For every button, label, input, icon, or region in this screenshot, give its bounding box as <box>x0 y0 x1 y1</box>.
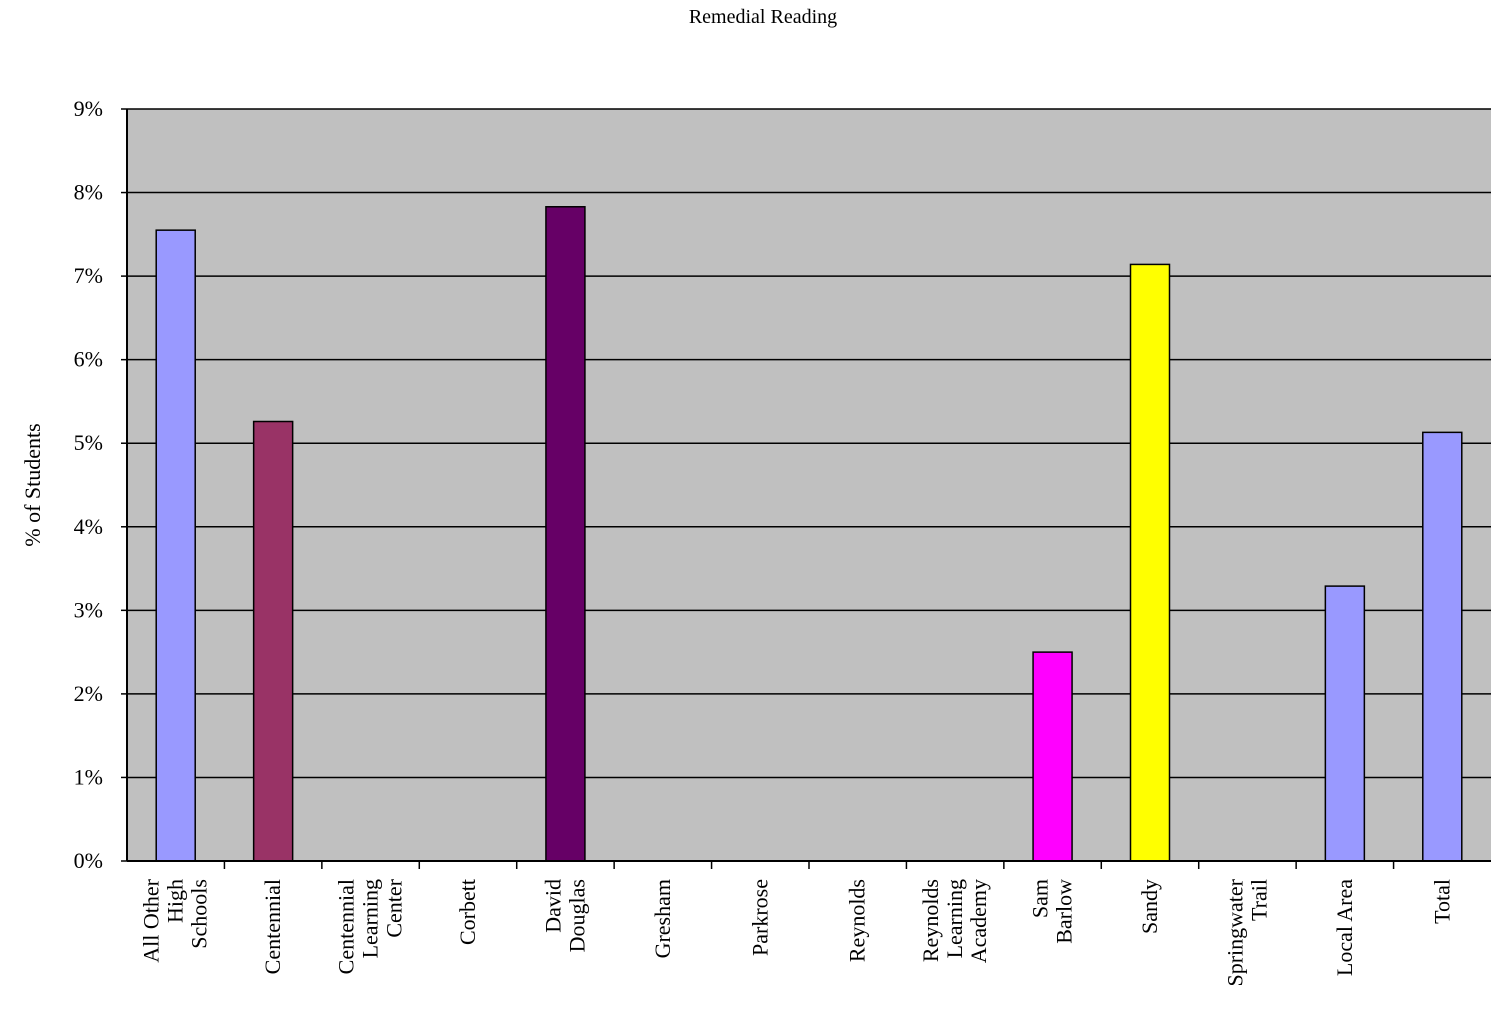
y-tick-label: 2% <box>74 681 103 706</box>
y-tick-label: 9% <box>74 96 103 121</box>
x-category-label: Sandy <box>1137 879 1162 934</box>
gridlines <box>127 108 1491 779</box>
x-category-label-line: Schools <box>187 879 212 949</box>
x-category-label-line: David <box>540 879 565 933</box>
plot-area <box>127 109 1491 861</box>
x-category-label-line: Total <box>1429 879 1454 924</box>
x-category-label: Centennial Learning Center <box>334 878 407 974</box>
y-tick-label: 0% <box>74 848 103 873</box>
x-category-label-line: High <box>163 879 188 923</box>
bar <box>545 206 586 862</box>
x-category-label-line: Academy <box>966 879 991 963</box>
x-category-label-line: Barlow <box>1052 879 1077 944</box>
x-category-label: Reynolds <box>845 879 870 962</box>
bar <box>155 229 196 862</box>
y-tick-label: 1% <box>74 764 103 789</box>
axes <box>121 108 1491 869</box>
bar <box>1129 263 1171 862</box>
x-category-label-line: Learning <box>358 879 383 958</box>
y-tick-label: 5% <box>74 430 103 455</box>
x-category-label-line: Douglas <box>564 879 589 952</box>
bar <box>1032 651 1073 862</box>
x-category-label-line: Local Area <box>1332 879 1357 976</box>
y-tick-label: 4% <box>74 514 103 539</box>
x-category-labels: All Other High Schools Centennial Centennial… <box>139 878 1455 986</box>
y-axis-title: % of Students <box>20 423 45 546</box>
x-category-label: Corbett <box>455 879 480 945</box>
x-category-label: Total <box>1429 879 1454 924</box>
x-category-label-line: Gresham <box>650 879 675 958</box>
x-category-label-line: Sam <box>1028 879 1053 918</box>
x-category-label: Local Area <box>1332 879 1357 976</box>
y-tick-labels: 0% 1% 2% 3% 4% 5% 6% 7% 8% 9% <box>74 96 103 873</box>
x-category-label: Parkrose <box>747 879 772 956</box>
chart-title: Remedial Reading <box>688 6 838 28</box>
x-category-label-line: All Other <box>139 878 164 962</box>
x-category-label-line: Corbett <box>455 879 480 945</box>
x-category-label-line: Sandy <box>1137 879 1162 934</box>
x-category-label-line: Parkrose <box>747 879 772 956</box>
x-category-label: All Other High Schools <box>139 878 212 962</box>
x-category-label-line: Learning <box>942 879 967 958</box>
y-tick-label: 8% <box>74 180 103 205</box>
x-category-label: Gresham <box>650 879 675 958</box>
x-category-label-line: Reynolds <box>845 879 870 962</box>
y-tick-label: 7% <box>74 263 103 288</box>
x-category-label: Centennial <box>260 879 285 974</box>
x-category-label-line: Centennial <box>334 879 359 974</box>
bar <box>252 420 294 862</box>
y-tick-label: 3% <box>74 597 103 622</box>
bar <box>1324 585 1366 862</box>
x-category-label: David Douglas <box>540 879 589 952</box>
x-category-label-line: Center <box>382 878 407 937</box>
x-category-label-line: Trail <box>1246 879 1271 921</box>
x-category-label-line: Reynolds <box>918 879 943 962</box>
x-category-label-line: Centennial <box>260 879 285 974</box>
bar <box>1422 431 1463 862</box>
y-tick-label: 6% <box>74 347 103 372</box>
x-category-label: Reynolds Learning Academy <box>918 879 991 963</box>
x-category-label: Springwater Trail <box>1222 878 1271 986</box>
x-category-label-line: Springwater <box>1222 878 1247 986</box>
bars <box>155 206 1463 862</box>
x-category-label: Sam Barlow <box>1028 879 1077 944</box>
